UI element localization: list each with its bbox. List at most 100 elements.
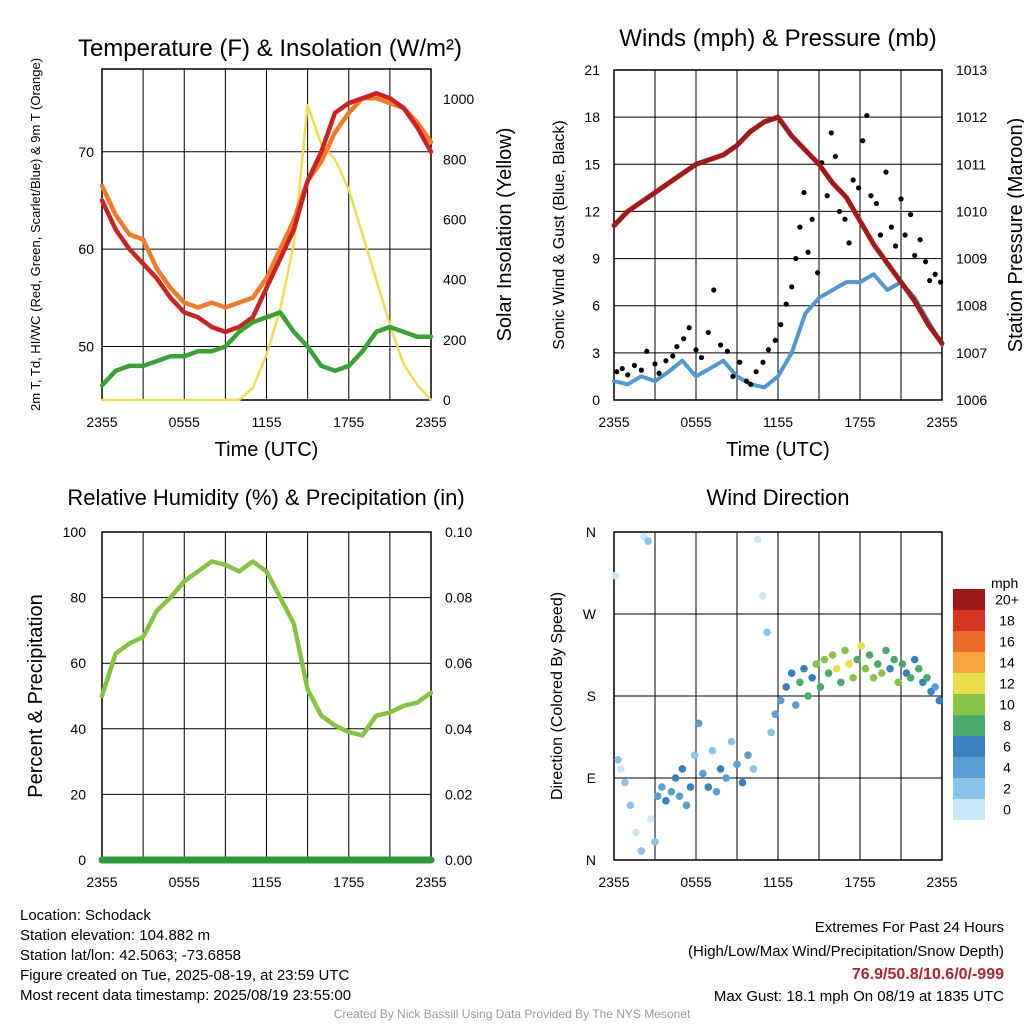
gust-point [902, 232, 908, 238]
direction-point [849, 673, 857, 682]
direction-point [935, 696, 944, 705]
y-tick-label: 9 [592, 251, 600, 267]
x-tick-label: 0555 [169, 414, 200, 430]
gust-point [681, 336, 687, 342]
direction-point [637, 847, 646, 855]
direction-point [626, 801, 635, 810]
gust-point [864, 112, 870, 119]
gust-point [765, 347, 772, 353]
extremes-title: Extremes For Past 24 Hours [814, 919, 1004, 936]
legend-swatch [953, 631, 985, 652]
gust-point [670, 353, 676, 359]
humidity-panel: Relative Humidity (%) & Precipitation (i… [25, 485, 472, 890]
x-axis-label: Time (UTC) [726, 439, 830, 461]
y-tick-label: 18 [584, 109, 600, 125]
legend-swatch [953, 736, 985, 757]
gust-point [652, 361, 658, 367]
gust-point [730, 373, 736, 380]
gust-point [856, 185, 862, 191]
y-tick-label: 3 [592, 345, 600, 361]
x-tick-label: 1755 [333, 874, 364, 890]
direction-point [704, 783, 713, 791]
direction-point [776, 696, 785, 705]
direction-point [914, 664, 923, 673]
direction-point [931, 683, 939, 691]
y2-axis-label: Station Pressure (Maroon) [1005, 118, 1024, 353]
gust-point [705, 329, 711, 336]
gust-point [686, 325, 692, 331]
x-tick-label: 1155 [251, 874, 281, 890]
gust-point [912, 252, 918, 259]
direction-point [722, 774, 730, 782]
x-tick-label: 2355 [926, 414, 957, 430]
series-solar [100, 103, 433, 402]
y2-tick-label: 0 [443, 392, 451, 408]
y2-tick-label: 800 [443, 151, 467, 167]
direction-point [882, 646, 890, 655]
gust-point [631, 362, 638, 369]
direction-point [614, 755, 622, 764]
direction-point [611, 571, 620, 580]
y-tick-label: 6 [592, 298, 600, 314]
x-tick-label: 0555 [169, 874, 200, 890]
y2-tick-label: 200 [443, 332, 467, 348]
x-tick-label: 2355 [86, 874, 117, 890]
direction-point [804, 692, 812, 700]
direction-point [824, 669, 833, 678]
series-rh [99, 559, 434, 738]
direction-point [690, 751, 699, 760]
gust-point [718, 342, 724, 348]
y-tick-label: 50 [78, 338, 94, 354]
y2-tick-label: 0.08 [445, 590, 472, 606]
direction-point [796, 678, 804, 687]
y-tick-label: 60 [70, 655, 86, 671]
direction-point [923, 673, 931, 682]
max-gust: Max Gust: 18.1 mph On 08/19 at 1835 UTC [713, 988, 1004, 1005]
direction-point [651, 837, 659, 846]
direction-point [787, 669, 796, 678]
legend-label: 10 [999, 697, 1015, 713]
legend-label: 14 [999, 655, 1015, 671]
gust-point [698, 354, 705, 361]
gust-point [898, 196, 904, 202]
gust-point [892, 243, 899, 249]
direction-point [753, 535, 762, 544]
direction-point [812, 660, 821, 668]
gust-point [932, 271, 938, 277]
x-tick-label: 1755 [844, 874, 875, 890]
y-axis-label: Direction (Colored By Speed) [549, 592, 566, 800]
direction-point [678, 765, 687, 773]
gust-point [619, 365, 625, 372]
y2-axis-label: Solar Insolation (Yellow) [494, 128, 516, 342]
direction-point [820, 655, 829, 664]
y-tick-label: 12 [584, 203, 600, 219]
y-tick-label: 15 [584, 156, 600, 172]
footer-elevation: Station elevation: 104.882 m [20, 927, 211, 944]
gust-point [873, 200, 880, 207]
gust-point [824, 193, 830, 199]
gust-point [888, 224, 895, 230]
y2-tick-label: 0.06 [445, 655, 472, 671]
direction-point [675, 792, 684, 801]
gust-point [748, 381, 754, 387]
legend-swatch [953, 589, 985, 610]
direction-point [658, 783, 666, 791]
direction-point [733, 760, 741, 769]
gust-point [711, 287, 717, 293]
direction-point [828, 651, 837, 659]
direction-point [898, 660, 907, 668]
direction-point [878, 669, 886, 678]
gust-point [760, 359, 766, 365]
legend-swatch [953, 715, 985, 736]
direction-point [767, 728, 775, 737]
temperature-panel: Temperature (F) & Insolation (W/m²) 2355 0… [28, 35, 516, 461]
gust-point [656, 370, 662, 376]
humidity-title: Relative Humidity (%) & Precipitation (i… [67, 485, 464, 510]
legend-label: 0 [1003, 802, 1011, 818]
gust-point [778, 321, 784, 328]
legend-label: 18 [999, 613, 1015, 629]
gust-point [644, 348, 650, 354]
gust-point [907, 211, 914, 218]
y-tick-label: 21 [584, 62, 600, 78]
